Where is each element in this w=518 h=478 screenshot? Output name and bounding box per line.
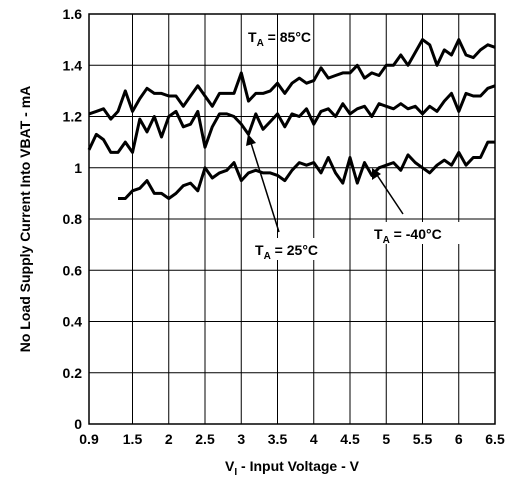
y-axis-label: No Load Supply Current Into VBAT - mA (17, 86, 33, 353)
series-line-0 (88, 38, 496, 121)
x-tick-label: 0.9 (79, 431, 99, 447)
annotation-m40c: TA = -40°C (374, 226, 442, 246)
x-axis-label: VI - Input Voltage - V (225, 458, 360, 478)
y-tick-label: 0.2 (63, 365, 83, 381)
y-tick-label: 1.2 (63, 109, 83, 125)
x-tick-label: 5.5 (413, 431, 433, 447)
series-lines (87, 38, 496, 200)
plot-frame (88, 13, 496, 425)
annotation-25c-background (251, 238, 333, 260)
x-tick-label: 2 (165, 431, 173, 447)
annotation-pointer-m40c (376, 174, 404, 215)
annotation-arrowhead-m40c (372, 168, 381, 180)
y-tick-label: 0 (74, 416, 82, 432)
y-tick-label: 1.6 (63, 6, 83, 22)
x-tick-label: 6 (455, 431, 463, 447)
x-tick-label: 3 (237, 431, 245, 447)
annotation-arrowhead-25c (246, 134, 256, 146)
y-tick-labels: 0 0.2 0.4 0.6 0.8 1 1.2 1.4 1.6 (63, 6, 83, 432)
y-tick-label: 1 (74, 160, 82, 176)
x-tick-labels: 0.9 1.5 2 2.5 3 3.5 4 4.5 5 5.5 6 6.5 (79, 431, 505, 447)
x-tick-label: 1.5 (123, 431, 143, 447)
x-tick-label: 4.5 (340, 431, 360, 447)
x-tick-label: 2.5 (195, 431, 215, 447)
annotation-pointer-25c (250, 142, 280, 233)
series-line-1 (87, 84, 496, 154)
x-tick-label: 6.5 (485, 431, 505, 447)
series-line-2 (118, 140, 495, 200)
x-tick-label: 5 (382, 431, 390, 447)
x-tick-label: 3.5 (268, 431, 288, 447)
annotation-m40c-background (370, 222, 460, 244)
annotation-85c: TA = 85°C (248, 29, 311, 49)
y-tick-label: 0.6 (63, 262, 83, 278)
y-tick-label: 0.4 (63, 314, 83, 330)
y-tick-label: 0.8 (63, 211, 83, 227)
x-tick-label: 4 (310, 431, 318, 447)
grid-lines (88, 13, 496, 425)
y-tick-label: 1.4 (63, 57, 83, 73)
annotation-25c: TA = 25°C (255, 242, 318, 262)
